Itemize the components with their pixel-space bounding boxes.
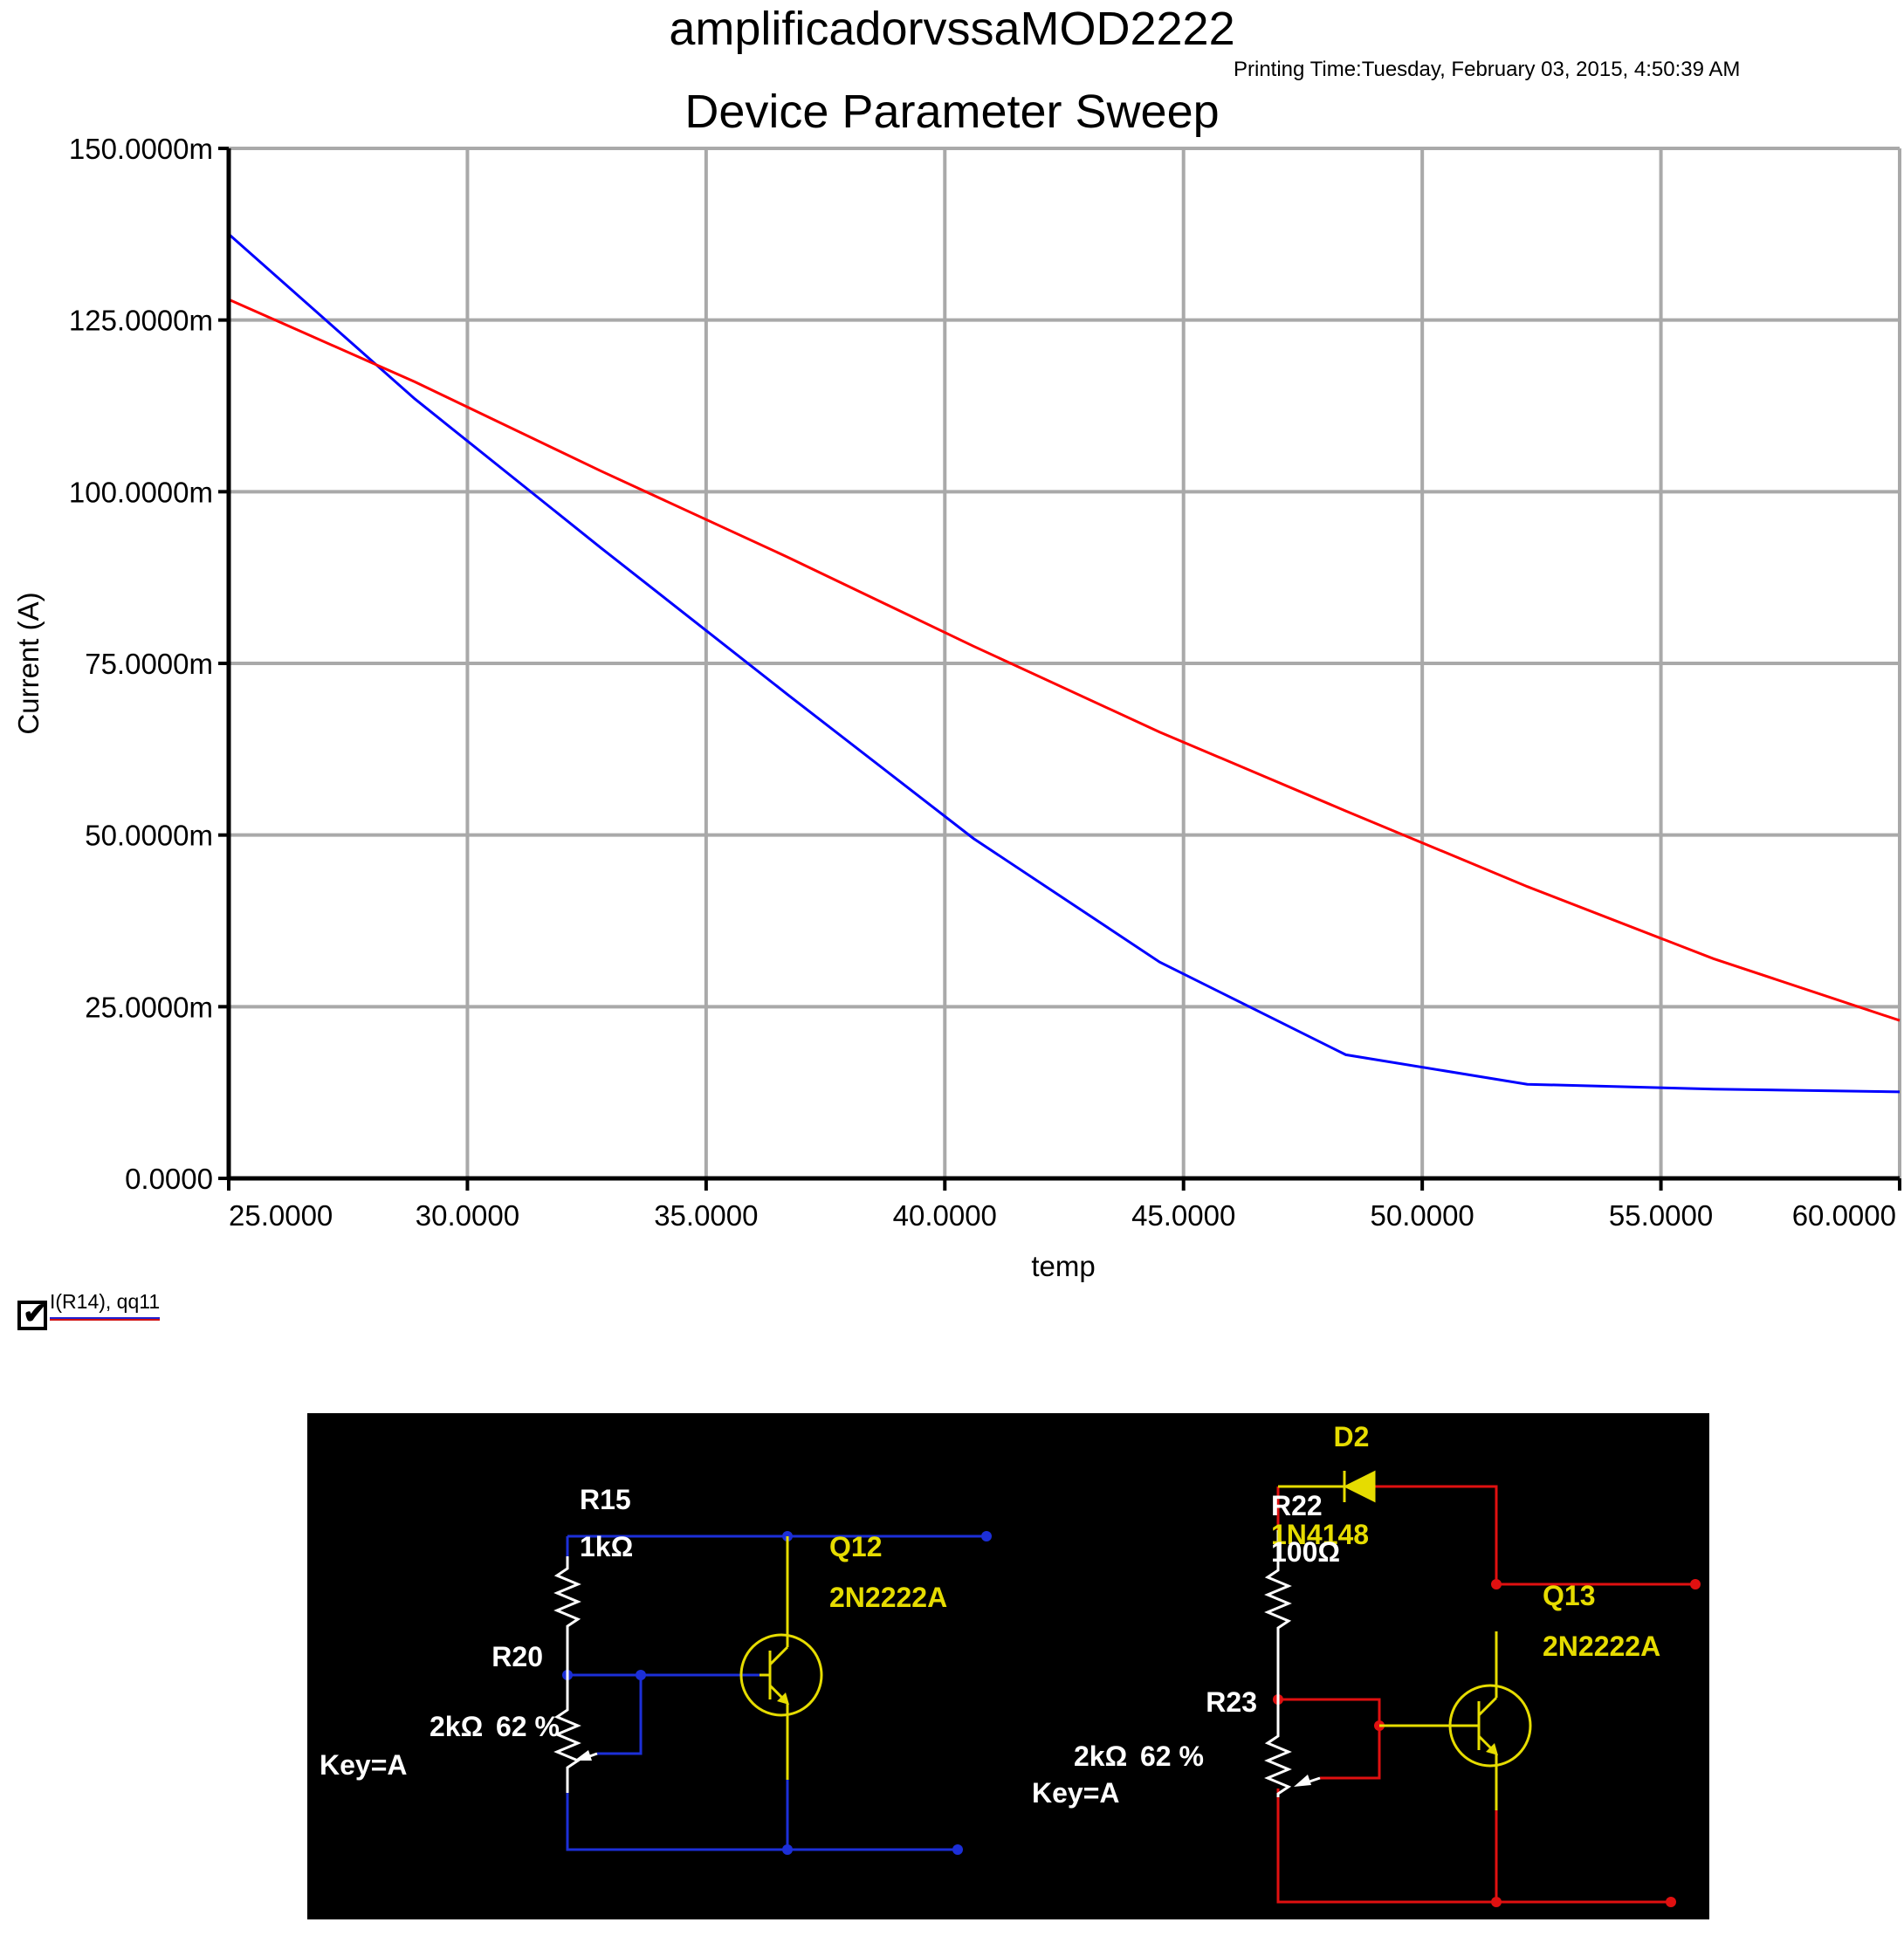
r20-key: Key=A [320,1749,408,1781]
x-tick-label: 35.0000 [654,1199,758,1232]
left-transistor-q12 [739,1536,823,1780]
r23-setting: 62 % [1140,1740,1204,1772]
series-line-2 [228,298,1901,1022]
legend: ✔ I(R14), qq11 [17,1290,210,1342]
q12-model: 2N2222A [829,1582,947,1613]
d2-name: D2 [1334,1421,1370,1452]
right-resistor-r22 [1264,1530,1292,1699]
y-tick-label: 0.0000 [125,1163,213,1195]
schematic-background [307,1413,1709,1919]
q12-name: Q12 [829,1531,882,1562]
right-circuit: D2 R22 1N4148 100Ω Q13 2N2222A R23 2kΩ 6… [1032,1421,1701,1907]
r15-name: R15 [580,1484,631,1515]
left-pot-wiper-arrow [574,1750,592,1761]
r15-value: 1kΩ [580,1531,633,1562]
left-emitter-arrow [777,1692,789,1705]
printing-time: Printing Time:Tuesday, February 03, 2015… [1234,58,1741,81]
r22-value: 100Ω [1271,1536,1340,1568]
left-circuit: R15 1kΩ Q12 2N2222A R20 2kΩ 62 % Key=A [320,1484,992,1855]
legend-checkbox[interactable]: ✔ [17,1297,48,1330]
right-junction-dots [1273,1579,1701,1907]
x-axis-label: temp [1031,1250,1095,1282]
right-transistor-q13 [1379,1631,1532,1810]
x-tick-label: 40.0000 [893,1199,997,1232]
y-tick-label: 150.0000m [69,133,213,165]
q13-name: Q13 [1543,1580,1595,1611]
y-axis-label: Current (A) [12,592,45,734]
r20-name: R20 [491,1641,543,1672]
legend-swatch [50,1317,160,1321]
checkmark-icon: ✔ [23,1297,48,1330]
r23-name: R23 [1206,1686,1257,1718]
legend-label: I(R14), qq11 [50,1290,161,1313]
q13-model: 2N2222A [1543,1631,1660,1662]
r20-value: 2kΩ [430,1711,483,1742]
x-tick-label: 60.0000 [1792,1199,1896,1232]
left-blue-wires [566,1534,986,1851]
chart-file-title: amplificadorvssaMOD2222 [669,3,1235,55]
y-tick-label: 25.0000m [85,991,213,1023]
x-tick-label: 55.0000 [1609,1199,1713,1232]
r23-key: Key=A [1032,1777,1120,1809]
d2-model: 1N4148 [1271,1519,1369,1550]
y-tick-label: 75.0000m [85,648,213,680]
right-diode-d2 [1278,1470,1376,1503]
grid-lines [229,147,1901,1178]
y-tick-label: 100.0000m [69,476,213,508]
r20-setting: 62 % [496,1711,560,1742]
series-layer [228,233,1901,1094]
right-emitter-arrow [1486,1743,1498,1755]
r23-value: 2kΩ [1074,1740,1127,1772]
x-tick-label: 45.0000 [1131,1199,1235,1232]
left-resistor-r15 [553,1556,581,1675]
y-tick-label: 50.0000m [85,820,213,852]
x-tick-label: 30.0000 [416,1199,519,1232]
chart-plot: 25.0000 30.0000 35.0000 40.0000 45.0000 50.00… [12,133,1901,1282]
x-tick-label: 50.0000 [1370,1199,1474,1232]
series-line-1 [228,233,1901,1094]
tick-labels: 25.0000 30.0000 35.0000 40.0000 45.0000 50.00… [69,133,1901,1232]
chart-title: Device Parameter Sweep [684,86,1220,138]
circuit-schematic: R15 1kΩ Q12 2N2222A R20 2kΩ 62 % Key=A [307,1413,1709,1919]
right-pot-wiper-arrow [1294,1775,1311,1787]
x-tick-label: 25.0000 [229,1199,333,1232]
y-tick-label: 125.0000m [69,305,213,337]
r22-name: R22 [1271,1490,1323,1521]
